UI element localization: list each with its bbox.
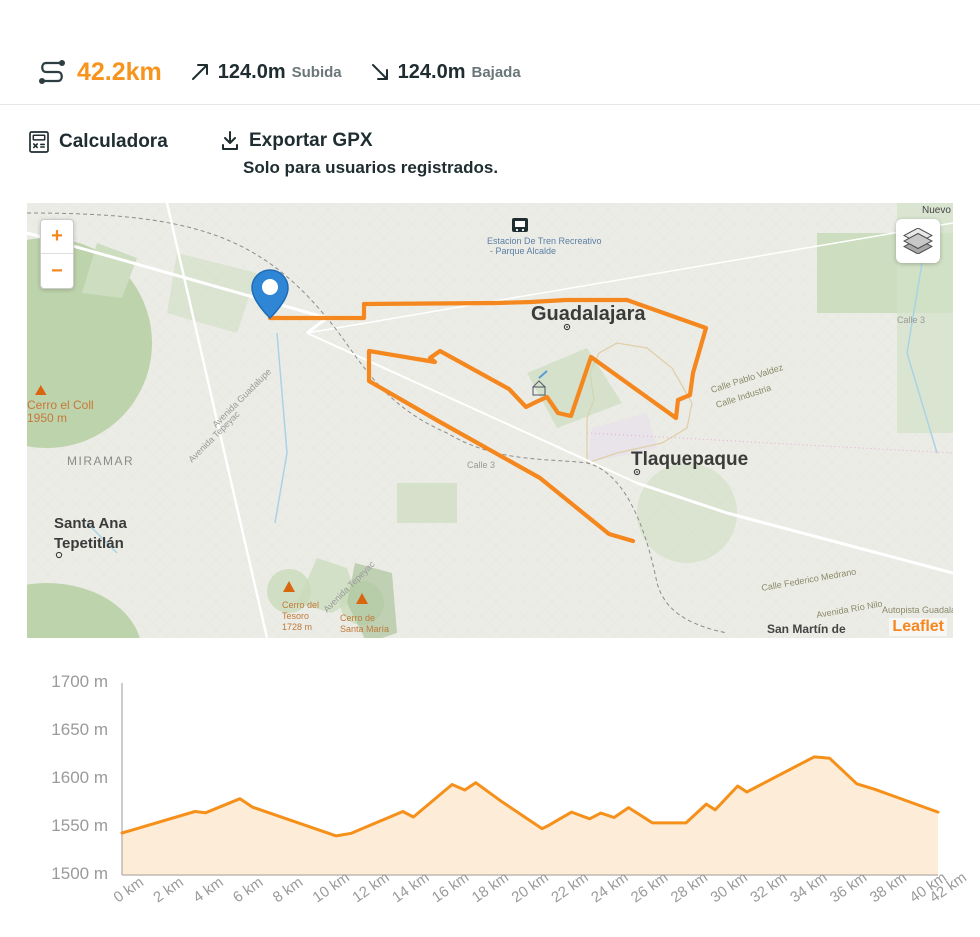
svg-text:Calle 3: Calle 3 — [467, 460, 495, 470]
svg-text:Autopista Guadalaja: Autopista Guadalaja — [882, 605, 953, 615]
svg-text:1550 m: 1550 m — [51, 816, 108, 835]
svg-text:1500 m: 1500 m — [51, 864, 108, 883]
svg-text:6 km: 6 km — [230, 874, 266, 907]
svg-text:1950 m: 1950 m — [27, 411, 67, 425]
svg-text:MIRAMAR: MIRAMAR — [67, 454, 134, 468]
svg-text:0 km: 0 km — [111, 874, 147, 907]
svg-text:2 km: 2 km — [150, 874, 186, 907]
svg-text:Guadalajara: Guadalajara — [531, 303, 646, 325]
svg-text:Santa María: Santa María — [340, 624, 389, 634]
svg-text:Tepetitlán: Tepetitlán — [54, 535, 124, 552]
svg-text:Cerro de: Cerro de — [340, 613, 375, 623]
svg-text:Nuevo Israel: Nuevo Israel — [922, 205, 953, 216]
svg-text:1728 m: 1728 m — [282, 622, 312, 632]
svg-text:Estacion De Tren Recreativo: Estacion De Tren Recreativo — [487, 236, 602, 246]
svg-text:San Martín de: San Martín de — [767, 622, 846, 636]
svg-text:Santa Ana: Santa Ana — [54, 515, 127, 532]
svg-text:Calle 3: Calle 3 — [897, 315, 925, 325]
svg-text:Tlaquepaque: Tlaquepaque — [631, 449, 748, 470]
svg-text:- Parque Alcalde: - Parque Alcalde — [490, 246, 556, 256]
svg-text:1700 m: 1700 m — [51, 672, 108, 691]
svg-text:8 km: 8 km — [270, 874, 306, 907]
svg-text:Cerro del: Cerro del — [282, 600, 319, 610]
svg-text:Cerro el Coll: Cerro el Coll — [27, 398, 94, 412]
svg-text:1650 m: 1650 m — [51, 720, 108, 739]
svg-text:1600 m: 1600 m — [51, 768, 108, 787]
svg-text:Tesoro: Tesoro — [282, 611, 309, 621]
svg-text:4 km: 4 km — [190, 874, 226, 907]
